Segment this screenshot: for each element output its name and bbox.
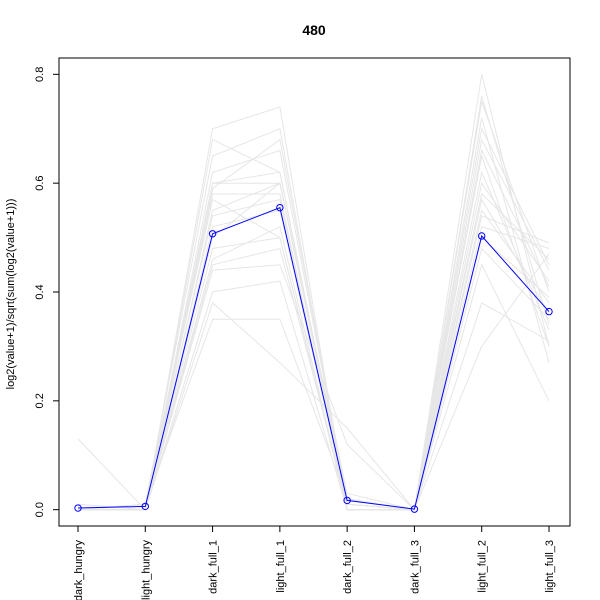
y-tick-label: 0.8 [34,67,46,82]
highlight-series-point [545,307,553,316]
chart-title: 480 [302,22,326,38]
x-axis: dark_hungry light_hungry dark_full_1 light_… [73,525,556,600]
highlight-series-point [343,496,351,505]
background-series-line [78,95,550,511]
y-tick-label: 0.2 [34,393,46,408]
x-tick-label: light_full_1 [275,540,287,593]
highlight-series-point [410,505,419,513]
highlight-series-point [74,504,82,512]
y-tick-label: 0.4 [34,284,46,299]
background-series-line [78,138,550,511]
plot-frame [58,57,571,527]
highlight-series-point [208,230,217,238]
background-series-line [77,170,550,511]
x-tick-label: light_full_3 [544,540,556,593]
background-series-line [77,263,550,511]
x-tick-label: dark_full_2 [342,540,354,594]
y-axis: 0.0 0.2 0.4 0.6 0.8 [34,67,60,517]
highlight-series-point [478,232,486,240]
background-series-line [78,253,550,511]
highlighted-series-group [74,203,553,513]
background-series-group [77,74,550,511]
background-series-line [78,264,550,511]
y-tick-label: 0.6 [34,176,46,191]
x-tick-label: light_hungry [140,540,152,600]
highlight-series-point [141,502,149,511]
background-series-line [78,209,550,511]
x-tick-label: dark_full_1 [208,540,220,594]
y-tick-label: 0.0 [34,502,46,517]
x-tick-label: dark_hungry [73,540,85,600]
background-series-line [78,182,550,511]
highlight-series-point [276,203,284,212]
y-axis-title: log2(value+1)/sqrt(sum(log2(value+1))) [5,199,17,390]
highlight-series-line [77,207,550,510]
background-series-line [78,225,550,511]
x-tick-label: light_full_2 [477,540,489,593]
x-tick-label: dark_full_3 [409,540,421,594]
